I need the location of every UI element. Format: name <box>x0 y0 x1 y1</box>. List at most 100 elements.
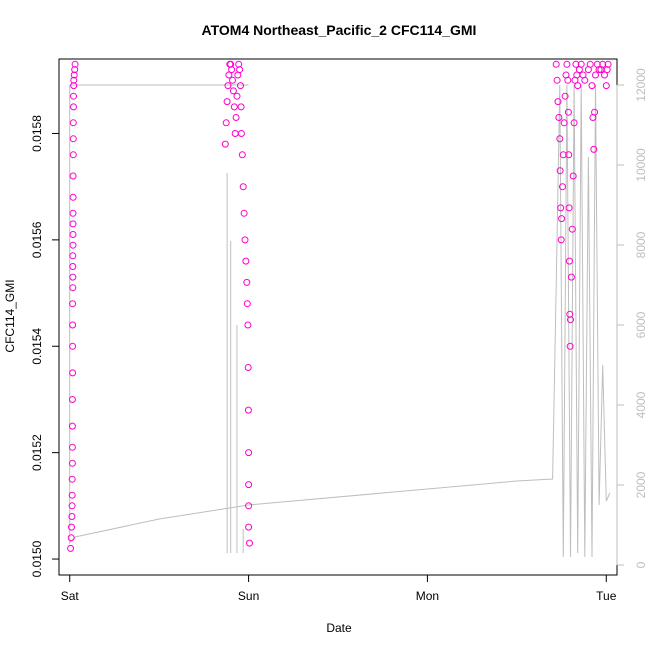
data-point <box>244 321 252 329</box>
data-point <box>232 114 240 121</box>
data-point <box>238 151 246 159</box>
data-point <box>566 342 574 350</box>
data-point <box>229 76 236 84</box>
data-point <box>68 443 76 451</box>
data-point <box>590 145 598 153</box>
data-point <box>69 241 77 249</box>
data-point <box>559 183 566 191</box>
data-point <box>556 135 564 143</box>
x-tick-label: Tue <box>596 589 617 603</box>
data-point <box>246 539 253 547</box>
data-point <box>567 316 574 324</box>
data-point <box>242 257 250 265</box>
data-point <box>71 66 79 74</box>
data-point <box>69 231 77 238</box>
data-point <box>556 167 564 175</box>
data-point <box>70 71 78 79</box>
data-point <box>591 108 599 116</box>
data-point <box>555 114 563 121</box>
data-point <box>243 300 251 308</box>
data-point <box>577 60 585 68</box>
data-point <box>69 321 77 329</box>
data-point <box>69 193 77 201</box>
data-point <box>237 130 245 137</box>
right-axis-series-line <box>69 84 611 558</box>
y-right-tick-label: 4000 <box>634 391 648 418</box>
data-point <box>223 98 231 106</box>
data-point <box>565 257 573 265</box>
data-point <box>70 92 77 100</box>
data-point <box>566 310 574 318</box>
data-point <box>553 76 561 84</box>
data-point <box>224 82 232 90</box>
data-point <box>236 66 244 74</box>
data-point <box>69 369 77 377</box>
data-point <box>572 60 580 68</box>
data-point <box>568 225 576 233</box>
data-point <box>69 119 77 127</box>
data-point <box>235 60 243 68</box>
data-point <box>237 103 245 111</box>
y-left-tick-label: 0.0154 <box>30 328 44 365</box>
y-left-tick-label: 0.0156 <box>30 221 44 258</box>
data-point <box>567 273 575 281</box>
data-point <box>557 236 565 244</box>
data-point <box>569 172 577 180</box>
data-point <box>564 76 572 84</box>
data-point <box>565 204 573 212</box>
data-point <box>563 60 571 68</box>
y-left-tick-label: 0.0150 <box>30 540 44 577</box>
data-point <box>69 300 77 308</box>
data-point <box>228 66 236 74</box>
x-axis-label: Date <box>326 621 352 635</box>
data-point <box>245 523 253 531</box>
data-point <box>603 66 611 74</box>
data-point <box>70 76 78 84</box>
data-point <box>71 60 79 68</box>
data-point <box>68 396 76 403</box>
data-point <box>564 108 572 116</box>
data-point <box>237 82 244 90</box>
y-right-tick-label: 0 <box>634 561 648 568</box>
data-point <box>222 119 230 127</box>
x-axis: Sat Sun Mon Tue <box>61 574 617 603</box>
y-axis-right: 0 2000 4000 6000 8000 10000 12000 <box>616 68 648 568</box>
data-point <box>601 71 608 79</box>
data-point <box>67 534 75 542</box>
data-point <box>240 209 248 217</box>
data-point <box>565 151 573 159</box>
data-point <box>69 342 77 350</box>
data-point <box>574 82 582 90</box>
data-point <box>554 98 562 106</box>
data-point <box>588 82 596 90</box>
data-point <box>68 502 76 510</box>
data-point <box>67 544 75 552</box>
y-left-tick-label: 0.0152 <box>30 434 44 471</box>
y-axis-left: 0.0150 0.0152 0.0154 0.0156 0.0158 <box>30 115 60 577</box>
data-point <box>229 87 237 95</box>
data-point <box>233 92 241 100</box>
data-point <box>557 204 565 212</box>
y-right-tick-label: 12000 <box>634 68 648 102</box>
data-point <box>245 502 253 510</box>
data-point <box>230 103 238 111</box>
y-right-tick-label: 8000 <box>634 231 648 258</box>
chart-title: ATOM4 Northeast_Pacific_2 CFC114_GMI <box>202 22 477 38</box>
data-point <box>241 236 249 244</box>
data-point <box>245 449 253 457</box>
data-point <box>225 71 233 79</box>
data-point <box>244 406 252 414</box>
data-point <box>586 60 594 68</box>
data-point <box>69 252 77 260</box>
data-point <box>70 103 77 111</box>
data-point <box>69 172 77 180</box>
data-point <box>221 140 229 148</box>
data-point <box>68 475 76 483</box>
x-tick-label: Sun <box>238 589 259 603</box>
data-point <box>599 60 607 68</box>
data-point <box>552 60 560 68</box>
data-point <box>227 60 235 68</box>
data-point <box>245 481 253 489</box>
